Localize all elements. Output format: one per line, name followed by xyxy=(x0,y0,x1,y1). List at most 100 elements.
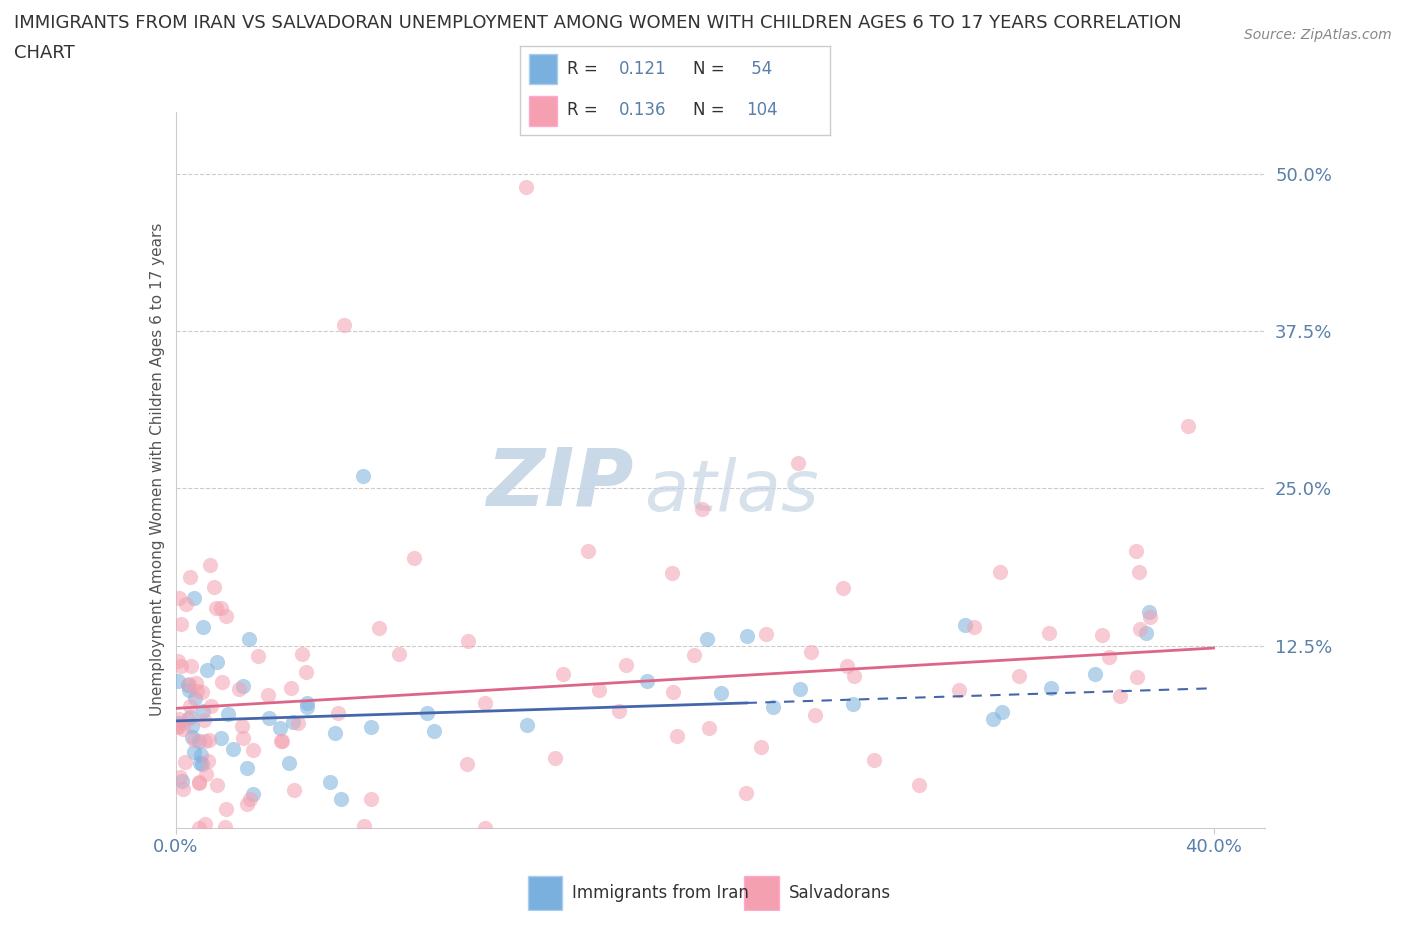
Point xyxy=(179,711,201,725)
Text: N =: N = xyxy=(693,60,730,77)
Point xyxy=(246,648,269,663)
Point xyxy=(187,734,209,749)
Point xyxy=(215,609,238,624)
Point xyxy=(326,705,349,720)
Point xyxy=(215,802,238,817)
FancyBboxPatch shape xyxy=(529,876,562,910)
Point xyxy=(329,792,352,807)
Point xyxy=(474,820,496,835)
Point xyxy=(172,781,194,796)
Point xyxy=(1091,628,1114,643)
Point xyxy=(183,591,205,605)
Point xyxy=(176,711,198,726)
Point xyxy=(177,677,200,692)
Point xyxy=(1125,544,1147,559)
Point xyxy=(231,718,253,733)
Point xyxy=(177,677,200,692)
Point xyxy=(194,734,217,749)
Text: R =: R = xyxy=(567,60,603,77)
Point xyxy=(360,792,382,807)
Point xyxy=(1126,670,1149,684)
Point xyxy=(270,734,292,749)
Point xyxy=(295,665,318,680)
Point xyxy=(352,469,374,484)
Point xyxy=(221,741,243,756)
Point xyxy=(661,565,683,580)
Point xyxy=(588,683,610,698)
Point xyxy=(181,718,204,733)
Point xyxy=(515,179,537,194)
Point xyxy=(614,658,637,672)
FancyBboxPatch shape xyxy=(530,96,557,126)
Point xyxy=(198,733,221,748)
Point xyxy=(360,720,382,735)
Point xyxy=(457,633,479,648)
Point xyxy=(209,601,232,616)
Point xyxy=(607,703,630,718)
Text: Immigrants from Iran: Immigrants from Iran xyxy=(572,884,749,902)
Point xyxy=(167,591,190,605)
Text: Source: ZipAtlas.com: Source: ZipAtlas.com xyxy=(1244,28,1392,42)
Point xyxy=(242,787,264,802)
Point xyxy=(1108,688,1130,703)
Point xyxy=(214,820,236,835)
Point xyxy=(1008,669,1031,684)
Point xyxy=(1177,418,1199,433)
Point xyxy=(166,673,188,688)
Point xyxy=(170,617,193,631)
Point xyxy=(832,580,855,595)
Point xyxy=(323,725,346,740)
Point xyxy=(787,456,810,471)
Point xyxy=(271,734,294,749)
Point xyxy=(179,699,201,714)
Point xyxy=(195,767,218,782)
Point xyxy=(1098,649,1121,664)
Point xyxy=(172,773,194,788)
Point xyxy=(188,756,211,771)
Text: IMMIGRANTS FROM IRAN VS SALVADORAN UNEMPLOYMENT AMONG WOMEN WITH CHILDREN AGES 6: IMMIGRANTS FROM IRAN VS SALVADORAN UNEMP… xyxy=(14,14,1181,32)
Text: 54: 54 xyxy=(747,60,772,77)
Point xyxy=(456,756,478,771)
Point xyxy=(762,699,785,714)
Text: Salvadorans: Salvadorans xyxy=(789,884,891,902)
Point xyxy=(665,729,688,744)
Point xyxy=(167,654,190,669)
Point xyxy=(981,711,1004,726)
Point xyxy=(1139,610,1161,625)
Point xyxy=(735,629,758,644)
Point xyxy=(963,619,986,634)
Point xyxy=(749,739,772,754)
Point xyxy=(1137,604,1160,619)
Point xyxy=(297,696,319,711)
Point xyxy=(183,733,205,748)
Point xyxy=(197,754,219,769)
Point xyxy=(236,761,259,776)
Point xyxy=(179,569,201,584)
Point xyxy=(188,776,211,790)
Point xyxy=(287,715,309,730)
Point xyxy=(283,715,305,730)
Point xyxy=(710,685,733,700)
Point xyxy=(186,684,208,698)
Point xyxy=(353,818,375,833)
Point xyxy=(544,751,567,765)
Point xyxy=(734,785,756,800)
Point xyxy=(211,674,233,689)
Point xyxy=(1038,626,1060,641)
Point xyxy=(863,753,886,768)
Point xyxy=(187,820,209,835)
Point xyxy=(174,597,197,612)
Text: 0.121: 0.121 xyxy=(619,60,666,77)
Point xyxy=(202,579,225,594)
Point xyxy=(283,783,305,798)
Point xyxy=(169,770,191,785)
FancyBboxPatch shape xyxy=(530,54,557,84)
Point xyxy=(207,655,229,670)
Point xyxy=(295,699,318,714)
Point xyxy=(190,684,212,699)
Point xyxy=(277,755,299,770)
Point xyxy=(184,675,207,690)
Point xyxy=(988,565,1011,579)
Point xyxy=(184,691,207,706)
Point xyxy=(180,658,202,673)
